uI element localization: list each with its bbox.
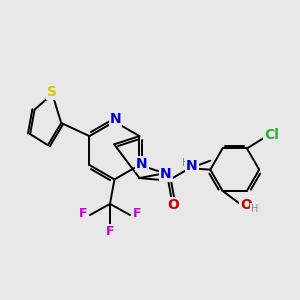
- Text: F: F: [79, 207, 88, 220]
- Text: F: F: [132, 207, 141, 220]
- Text: N: N: [186, 159, 197, 173]
- Text: N: N: [110, 112, 122, 126]
- Text: Cl: Cl: [264, 128, 279, 142]
- Text: N: N: [136, 157, 148, 171]
- Text: F: F: [106, 225, 114, 238]
- Text: O: O: [240, 198, 252, 212]
- Text: H: H: [251, 204, 258, 214]
- Text: S: S: [47, 85, 57, 99]
- Text: O: O: [167, 198, 179, 212]
- Text: H: H: [182, 158, 190, 168]
- Text: N: N: [160, 167, 172, 181]
